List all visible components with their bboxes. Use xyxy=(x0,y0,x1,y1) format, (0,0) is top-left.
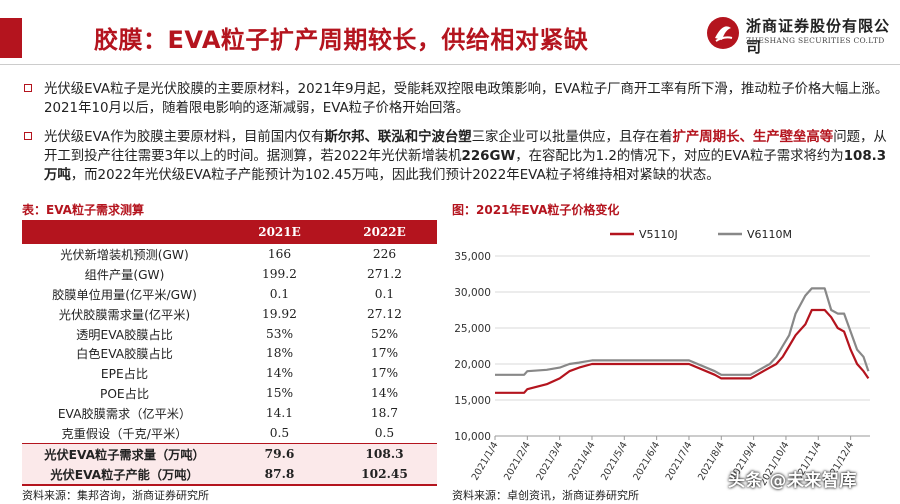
table-row: 白色EVA胶膜占比 18% 17% xyxy=(22,343,437,363)
bullet-2-capacity: 226GW xyxy=(461,149,516,164)
x-tick-label: 2021/2/4 xyxy=(502,440,533,482)
table-cell-v2: 17% xyxy=(370,366,399,381)
table-cell-label: 光伏EVA粒子需求量（万吨） xyxy=(22,442,227,464)
table-cell-v1: 87.8 xyxy=(227,463,332,486)
table-cell-v1: 199.2 xyxy=(262,266,297,281)
table-cell-v2: 108.3 xyxy=(332,442,437,464)
page-title: 胶膜：EVA粒子扩产周期较长，供给相对紧缺 xyxy=(94,26,589,54)
eva-demand-table: 2021E 2022E 光伏新增装机预测(GW) 166 226 组件产量(GW) 19… xyxy=(22,220,437,486)
y-tick-label: 20,000 xyxy=(454,359,491,371)
legend-label-V5110J: V5110J xyxy=(639,228,678,241)
chart-source: 资料来源：卓创资讯，浙商证券研究所 xyxy=(452,489,639,502)
table-cell-label: 光伏胶膜需求量(亿平米) xyxy=(58,307,191,322)
bullet-2-companies: 斯尔邦、联泓和宁波台塑 xyxy=(324,130,472,145)
table-row: 克重假设（千克/平米） 0.5 0.5 xyxy=(22,423,437,443)
table-cell-label: EVA胶膜需求（亿平米） xyxy=(57,407,192,422)
table-cell-v2: 17% xyxy=(370,346,399,361)
table-source: 资料来源：集邦咨询，浙商证券研究所 xyxy=(22,489,209,502)
table-cell-v1: 0.1 xyxy=(269,286,290,301)
legend-label-V6110M: V6110M xyxy=(747,228,792,241)
table-cell-v2: 14% xyxy=(370,386,399,401)
bullet-2-demand: 108.3万吨 xyxy=(44,149,887,183)
watermark: 头条 @未来智库 xyxy=(728,471,857,491)
table-row: POE占比 15% 14% xyxy=(22,383,437,403)
table-cell-label: 组件产量(GW) xyxy=(84,267,165,282)
table-cell-v1: 14% xyxy=(265,366,294,381)
table-cell-label: POE占比 xyxy=(99,387,150,402)
bullet-1: 光伏级EVA粒子是光伏胶膜的主要原材料，2021年9月起，受能耗双控限电政策影响… xyxy=(24,80,888,120)
table-cell-v2: 27.12 xyxy=(367,306,402,321)
y-tick-label: 35,000 xyxy=(454,251,491,263)
table-caption: 表：EVA粒子需求测算 xyxy=(22,203,144,217)
y-tick-label: 10,000 xyxy=(454,431,491,443)
table-header-row: 2021E 2022E xyxy=(22,220,437,244)
table-cell-v1: 53% xyxy=(265,326,294,341)
table-cell-v1: 0.5 xyxy=(269,425,290,440)
x-tick-label: 2021/1/4 xyxy=(470,440,501,482)
table-cell-v1: 18% xyxy=(265,346,294,361)
x-tick-label: 2021/6/4 xyxy=(631,440,662,482)
eva-price-chart: 10,000 15,000 20,000 25,000 30,000 35,000 2021… xyxy=(454,228,870,486)
bullet-2-part: 光伏级EVA作为胶膜主要原材料，目前国内仅有 xyxy=(44,130,325,145)
table-cell-v2: 0.1 xyxy=(374,286,395,301)
bullet-2-part: ，在容配比为1.2的情况下，对应的EVA粒子需求将约为 xyxy=(515,149,844,164)
table-cell-v1: 14.1 xyxy=(265,406,294,421)
bullet-1-text: 光伏级EVA粒子是光伏胶膜的主要原材料，2021年9月起，受能耗双控限电政策影响… xyxy=(44,82,889,116)
y-tick-label: 25,000 xyxy=(454,323,491,335)
table-cell-label: 光伏新增装机预测(GW) xyxy=(60,247,189,262)
x-tick-label: 2021/4/4 xyxy=(567,440,598,482)
table-row: 胶膜单位用量(亿平米/GW) 0.1 0.1 xyxy=(22,284,437,304)
bullet-2-part: ，而2022年光伏级EVA粒子产能预计为102.45万吨，因此我们预计2022年… xyxy=(70,168,720,183)
header-divider xyxy=(0,64,900,65)
bullet-square-icon xyxy=(24,132,32,140)
table-cell-label: EPE占比 xyxy=(100,367,149,382)
logo-mark-icon xyxy=(707,17,739,49)
y-tick-label: 15,000 xyxy=(454,395,491,407)
table-cell-v2: 52% xyxy=(370,326,399,341)
table-row: 组件产量(GW) 199.2 271.2 xyxy=(22,264,437,284)
table-row: EPE占比 14% 17% xyxy=(22,363,437,383)
bullet-2-part: 问题，从开工到投产往往需要3年以上的时间。据测算，若2022年光伏新增装机 xyxy=(44,130,887,164)
table-cell-label: 克重假设（千克/平米） xyxy=(61,426,188,441)
table-cell-v1: 166 xyxy=(267,246,292,261)
table-cell-v1: 15% xyxy=(265,386,294,401)
table-cell-v2: 18.7 xyxy=(370,406,399,421)
table-row: 光伏新增装机预测(GW) 166 226 xyxy=(22,244,437,264)
table-cell-v2: 226 xyxy=(372,246,397,261)
table-cell-v2: 271.2 xyxy=(367,266,402,281)
logo-english-name: ZHESHANG SECURITIES CO.LTD xyxy=(746,36,885,45)
company-logo: 浙商证券股份有限公司 ZHESHANG SECURITIES CO.LTD xyxy=(706,12,891,56)
x-tick-label: 2021/8/4 xyxy=(696,440,727,482)
table-cell-v2: 0.5 xyxy=(374,425,395,440)
bullet-2-barriers: 扩产周期长、生产壁垒高等 xyxy=(672,130,834,145)
table-cell-v2: 102.45 xyxy=(332,463,437,486)
logo-chinese-name: 浙商证券股份有限公司 xyxy=(746,17,891,56)
title-accent-bar xyxy=(0,18,22,58)
bullet-2-part: 三家企业可以批量供应，且存在着 xyxy=(471,130,673,145)
table-header-2021: 2021E xyxy=(227,220,332,244)
series-line-V5110J xyxy=(495,308,870,394)
table-header-label xyxy=(22,220,227,244)
table-row: 光伏胶膜需求量(亿平米) 19.92 27.12 xyxy=(22,304,437,324)
table-row: 光伏EVA粒子产能（万吨） 87.8 102.45 xyxy=(22,463,437,486)
bullet-square-icon xyxy=(24,84,32,92)
table-cell-label: 光伏EVA粒子产能（万吨） xyxy=(22,463,227,486)
table-row: 透明EVA胶膜占比 53% 52% xyxy=(22,324,437,344)
table-header-2022: 2022E xyxy=(332,220,437,244)
series-line-V6110M xyxy=(495,287,870,376)
x-tick-label: 2021/3/4 xyxy=(534,440,565,482)
x-tick-label: 2021/5/4 xyxy=(599,440,630,482)
chart-caption: 图：2021年EVA粒子价格变化 xyxy=(452,203,620,217)
table-cell-label: 透明EVA胶膜占比 xyxy=(76,327,173,342)
table-cell-label: 胶膜单位用量(亿平米/GW) xyxy=(52,287,197,302)
table-row: EVA胶膜需求（亿平米） 14.1 18.7 xyxy=(22,403,437,423)
table-cell-label: 白色EVA胶膜占比 xyxy=(76,347,173,362)
bullet-2: 光伏级EVA作为胶膜主要原材料，目前国内仅有斯尔邦、联泓和宁波台塑三家企业可以批… xyxy=(24,128,887,200)
x-tick-label: 2021/7/4 xyxy=(664,440,695,482)
table-row: 光伏EVA粒子需求量（万吨） 79.6 108.3 xyxy=(22,442,437,464)
table-cell-v1: 19.92 xyxy=(262,306,297,321)
table-cell-v1: 79.6 xyxy=(227,442,332,464)
y-tick-label: 30,000 xyxy=(454,287,491,299)
bullet-2-text: 光伏级EVA作为胶膜主要原材料，目前国内仅有斯尔邦、联泓和宁波台塑三家企业可以批… xyxy=(44,128,890,185)
